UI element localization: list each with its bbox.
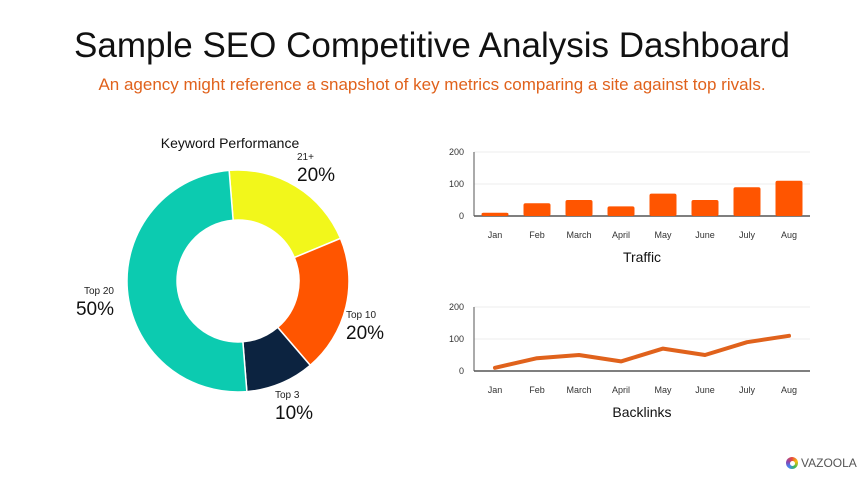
- slice-label: Top 3: [275, 390, 300, 401]
- slice-percent: 20%: [297, 165, 335, 186]
- x-tick-label: Feb: [529, 230, 545, 240]
- x-tick-label: March: [566, 230, 591, 240]
- backlinks-line: [493, 333, 791, 370]
- x-tick-label: May: [654, 385, 672, 395]
- bar-aug: [775, 180, 803, 216]
- x-tick-label: April: [612, 230, 630, 240]
- page-subtitle: An agency might reference a snapshot of …: [98, 75, 766, 94]
- page-title: Sample SEO Competitive Analysis Dashboar…: [74, 26, 790, 65]
- slice-percent: 20%: [346, 323, 384, 344]
- x-tick-label: May: [654, 230, 672, 240]
- slice-label: Top 20: [84, 286, 114, 297]
- y-tick-label: 0: [459, 211, 464, 221]
- bar-jan: [481, 212, 509, 216]
- y-tick-label: 200: [449, 147, 464, 157]
- donut-slice-top20: [126, 169, 248, 393]
- slice-label: Top 10: [346, 310, 376, 321]
- bar-april: [607, 206, 635, 216]
- bar-feb: [523, 203, 551, 216]
- x-tick-label: Feb: [529, 385, 545, 395]
- slice-label: 21+: [297, 152, 314, 163]
- x-tick-label: Jan: [488, 230, 503, 240]
- x-tick-label: Aug: [781, 230, 797, 240]
- x-tick-label: Jan: [488, 385, 503, 395]
- bar-chart-title: Traffic: [623, 249, 661, 265]
- y-tick-label: 100: [449, 179, 464, 189]
- bar-july: [733, 187, 761, 216]
- y-tick-label: 100: [449, 334, 464, 344]
- x-tick-label: April: [612, 385, 630, 395]
- bar-june: [691, 200, 719, 216]
- bar-may: [649, 193, 677, 216]
- slice-percent: 50%: [76, 299, 114, 320]
- x-tick-label: Aug: [781, 385, 797, 395]
- logo-icon: [786, 457, 798, 469]
- bar-march: [565, 200, 593, 216]
- donut-title: Keyword Performance: [161, 135, 300, 151]
- x-tick-label: June: [695, 230, 715, 240]
- vazoola-logo: VAZOOLA: [786, 456, 857, 470]
- logo-text: VAZOOLA: [801, 456, 857, 470]
- x-tick-label: June: [695, 385, 715, 395]
- x-tick-label: July: [739, 230, 756, 240]
- line-chart-title: Backlinks: [612, 404, 671, 420]
- slice-percent: 10%: [275, 403, 313, 424]
- y-tick-label: 200: [449, 302, 464, 312]
- x-tick-label: July: [739, 385, 756, 395]
- y-tick-label: 0: [459, 366, 464, 376]
- x-tick-label: March: [566, 385, 591, 395]
